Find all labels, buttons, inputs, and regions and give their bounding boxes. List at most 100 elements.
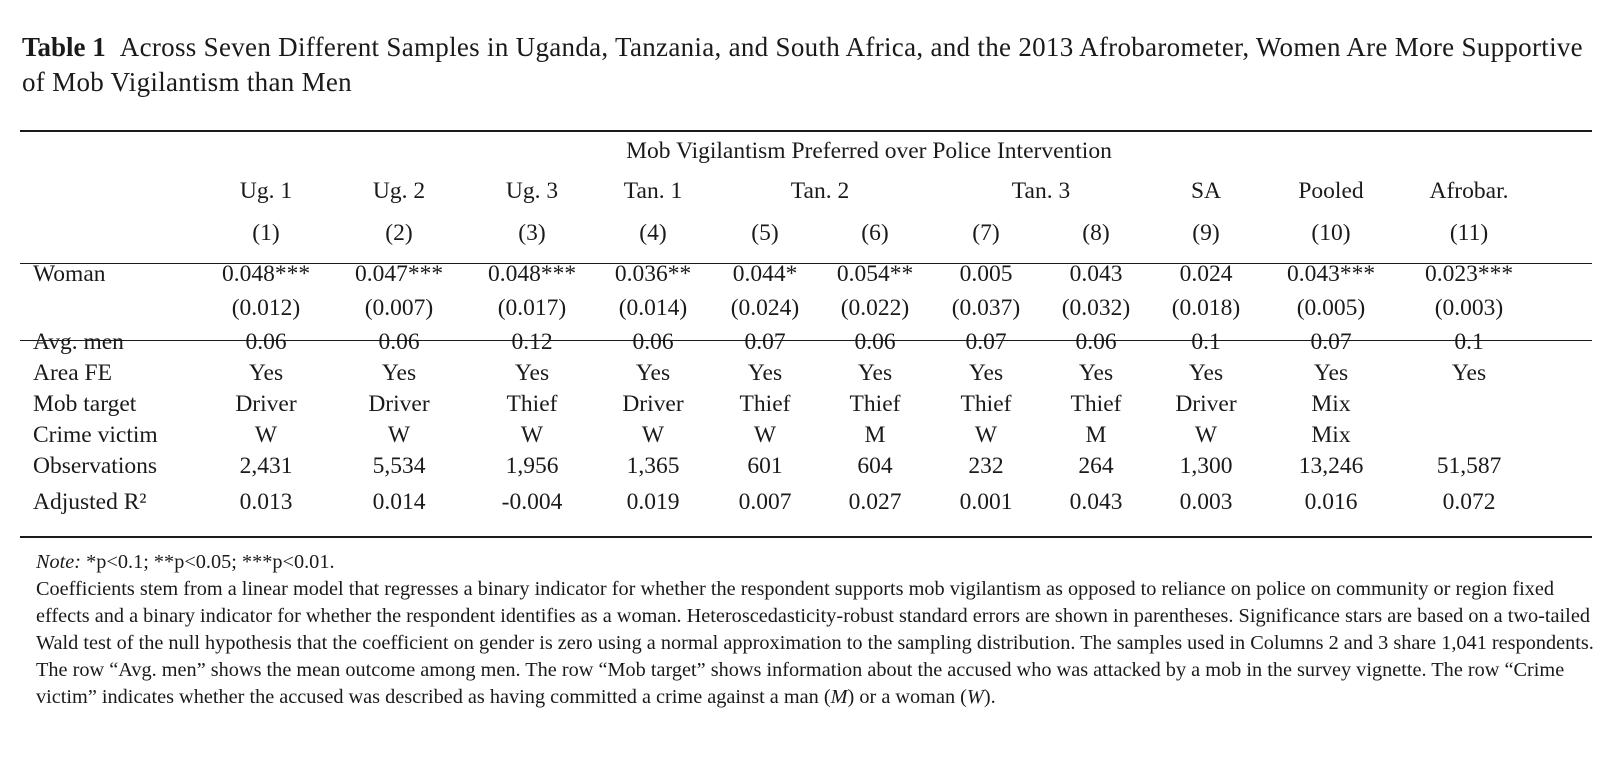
table-cell: 0.06: [854, 329, 896, 355]
coefficient-cell: 0.036**: [614, 261, 692, 287]
table-cell: Yes: [514, 360, 550, 386]
table-cell: Yes: [1451, 360, 1487, 386]
column-group-header: Ug. 3: [505, 178, 559, 204]
table-cell: Thief: [960, 391, 1012, 417]
table-cell: 604: [857, 453, 893, 479]
header-rule: [20, 263, 1592, 265]
table-caption: Table 1 Across Seven Different Samples in…: [22, 30, 1592, 100]
table-cell: 51,587: [1436, 453, 1502, 479]
table-cell: W: [974, 422, 998, 448]
standard-error-cell: (0.022): [840, 295, 910, 321]
coefficient-cell: 0.023***: [1424, 261, 1514, 287]
table-cell: 0.003: [1179, 489, 1233, 515]
table-cell: 232: [968, 453, 1004, 479]
table-cell: 0.07: [1310, 329, 1352, 355]
coefficient-cell: 0.005: [959, 261, 1013, 287]
significance-note: Note: *p<0.1; **p<0.05; ***p<0.01.: [36, 549, 1596, 576]
bottom-rule: [20, 536, 1592, 538]
table-cell: 0.12: [511, 329, 553, 355]
row-label: Area FE: [33, 360, 112, 386]
table-cell: 5,534: [372, 453, 426, 479]
table-cell: W: [387, 422, 411, 448]
column-number: (3): [518, 220, 546, 246]
notes-w-letter: W: [966, 686, 984, 708]
table-cell: W: [254, 422, 278, 448]
table-cell: 0.013: [239, 489, 293, 515]
coefficient-cell: 0.048***: [487, 261, 577, 287]
coefficient-cell: 0.044*: [732, 261, 798, 287]
notes-text-c: ).: [983, 686, 996, 708]
note-stars: *p<0.1; **p<0.05; ***p<0.01.: [81, 551, 335, 573]
table-cell: 264: [1078, 453, 1114, 479]
table-cell: 1,956: [505, 453, 559, 479]
table-cell: Yes: [1313, 360, 1349, 386]
standard-error-cell: (0.018): [1171, 295, 1241, 321]
table-cell: 1,300: [1179, 453, 1233, 479]
table-cell: Yes: [381, 360, 417, 386]
table-title: Across Seven Different Samples in Uganda…: [22, 32, 1583, 97]
table-cell: Thief: [849, 391, 901, 417]
standard-error-cell: (0.014): [618, 295, 688, 321]
table-cell: W: [753, 422, 777, 448]
table-cell: M: [864, 422, 886, 448]
table-cell: 0.001: [959, 489, 1013, 515]
table-cell: 0.07: [965, 329, 1007, 355]
table-cell: Thief: [506, 391, 558, 417]
standard-error-cell: (0.032): [1061, 295, 1131, 321]
table-cell: 0.06: [1075, 329, 1117, 355]
table-cell: 0.1: [1454, 329, 1484, 355]
table-cell: 13,246: [1298, 453, 1364, 479]
table-cell: Driver: [622, 391, 684, 417]
column-number: (6): [861, 220, 889, 246]
row-label-woman: Woman: [33, 261, 106, 287]
table-cell: W: [641, 422, 665, 448]
table-cell: 0.07: [744, 329, 786, 355]
table-cell: W: [520, 422, 544, 448]
top-rule: [20, 130, 1592, 132]
coefficient-cell: 0.043: [1069, 261, 1123, 287]
table-cell: 0.016: [1304, 489, 1358, 515]
table-cell: 2,431: [239, 453, 293, 479]
table-cell: Driver: [1175, 391, 1237, 417]
column-group-header: SA: [1190, 178, 1222, 204]
standard-error-cell: (0.037): [951, 295, 1021, 321]
row-label: Observations: [33, 453, 158, 479]
standard-error-cell: (0.012): [231, 295, 301, 321]
column-number: (8): [1082, 220, 1110, 246]
coefficient-cell: 0.048***: [221, 261, 311, 287]
column-group-header: Tan. 1: [623, 178, 683, 204]
coefficient-cell: 0.054**: [836, 261, 914, 287]
coefficient-cell: 0.024: [1179, 261, 1233, 287]
column-group-header: Pooled: [1298, 178, 1364, 204]
column-number: (11): [1449, 220, 1489, 246]
notes-m-letter: M: [830, 686, 848, 708]
column-group-header: Ug. 1: [239, 178, 293, 204]
table-cell: Yes: [248, 360, 284, 386]
notes-text-a: Coefficients stem from a linear model th…: [36, 578, 1594, 708]
table-label: Table 1: [22, 32, 106, 62]
column-group-header: Tan. 3: [1011, 178, 1071, 204]
column-number: (9): [1192, 220, 1220, 246]
table-cell: 0.06: [378, 329, 420, 355]
standard-error-cell: (0.024): [730, 295, 800, 321]
column-number: (1): [252, 220, 280, 246]
table-cell: Yes: [968, 360, 1004, 386]
coefficient-rule: [20, 340, 1592, 342]
table-cell: 0.027: [848, 489, 902, 515]
table-cell: Yes: [747, 360, 783, 386]
notes-text-b: ) or a woman (: [847, 686, 967, 708]
column-number: (7): [972, 220, 1000, 246]
table-cell: 0.019: [626, 489, 680, 515]
table-cell: Driver: [235, 391, 297, 417]
column-number: (5): [751, 220, 779, 246]
table-cell: Mix: [1311, 391, 1351, 417]
note-label: Note:: [36, 551, 82, 573]
table-cell: Yes: [635, 360, 671, 386]
coefficient-cell: 0.047***: [354, 261, 444, 287]
table-cell: Yes: [1188, 360, 1224, 386]
table-cell: 0.06: [245, 329, 287, 355]
table-notes: Note: *p<0.1; **p<0.05; ***p<0.01. Coeff…: [36, 549, 1596, 711]
standard-error-cell: (0.007): [364, 295, 434, 321]
column-number: (2): [385, 220, 413, 246]
table-cell: 0.043: [1069, 489, 1123, 515]
